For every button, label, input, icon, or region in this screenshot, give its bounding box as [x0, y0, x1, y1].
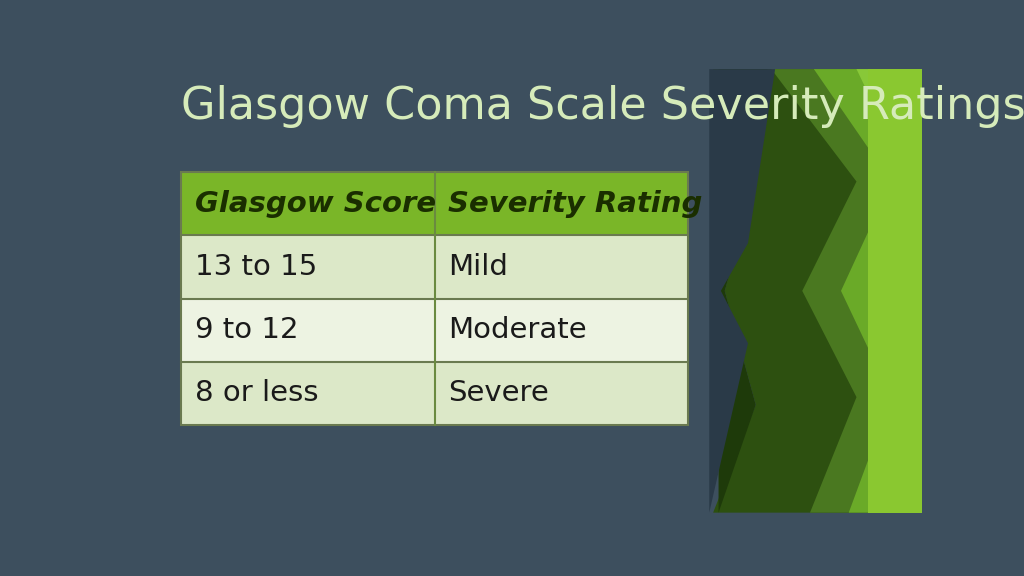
- Text: 13 to 15: 13 to 15: [195, 253, 316, 281]
- Text: Glasgow Coma Scale Severity Ratings: Glasgow Coma Scale Severity Ratings: [180, 85, 1024, 127]
- Polygon shape: [771, 69, 922, 513]
- Bar: [180, 236, 434, 298]
- Text: Severity Rating: Severity Rating: [449, 190, 702, 218]
- Bar: [180, 172, 688, 425]
- Bar: [434, 172, 688, 236]
- Bar: [180, 298, 434, 362]
- Bar: [180, 172, 434, 236]
- Text: 9 to 12: 9 to 12: [195, 316, 298, 344]
- Text: Glasgow Score: Glasgow Score: [195, 190, 436, 218]
- Polygon shape: [713, 69, 922, 513]
- Text: Severe: Severe: [449, 379, 549, 407]
- Text: Mild: Mild: [449, 253, 508, 281]
- Bar: [180, 362, 434, 425]
- Polygon shape: [856, 69, 922, 513]
- Bar: [434, 298, 688, 362]
- Polygon shape: [814, 69, 922, 513]
- Text: Moderate: Moderate: [449, 316, 587, 344]
- Bar: [434, 362, 688, 425]
- Polygon shape: [710, 69, 775, 513]
- Text: 8 or less: 8 or less: [195, 379, 318, 407]
- Polygon shape: [868, 69, 922, 513]
- Bar: [434, 236, 688, 298]
- Polygon shape: [719, 69, 767, 513]
